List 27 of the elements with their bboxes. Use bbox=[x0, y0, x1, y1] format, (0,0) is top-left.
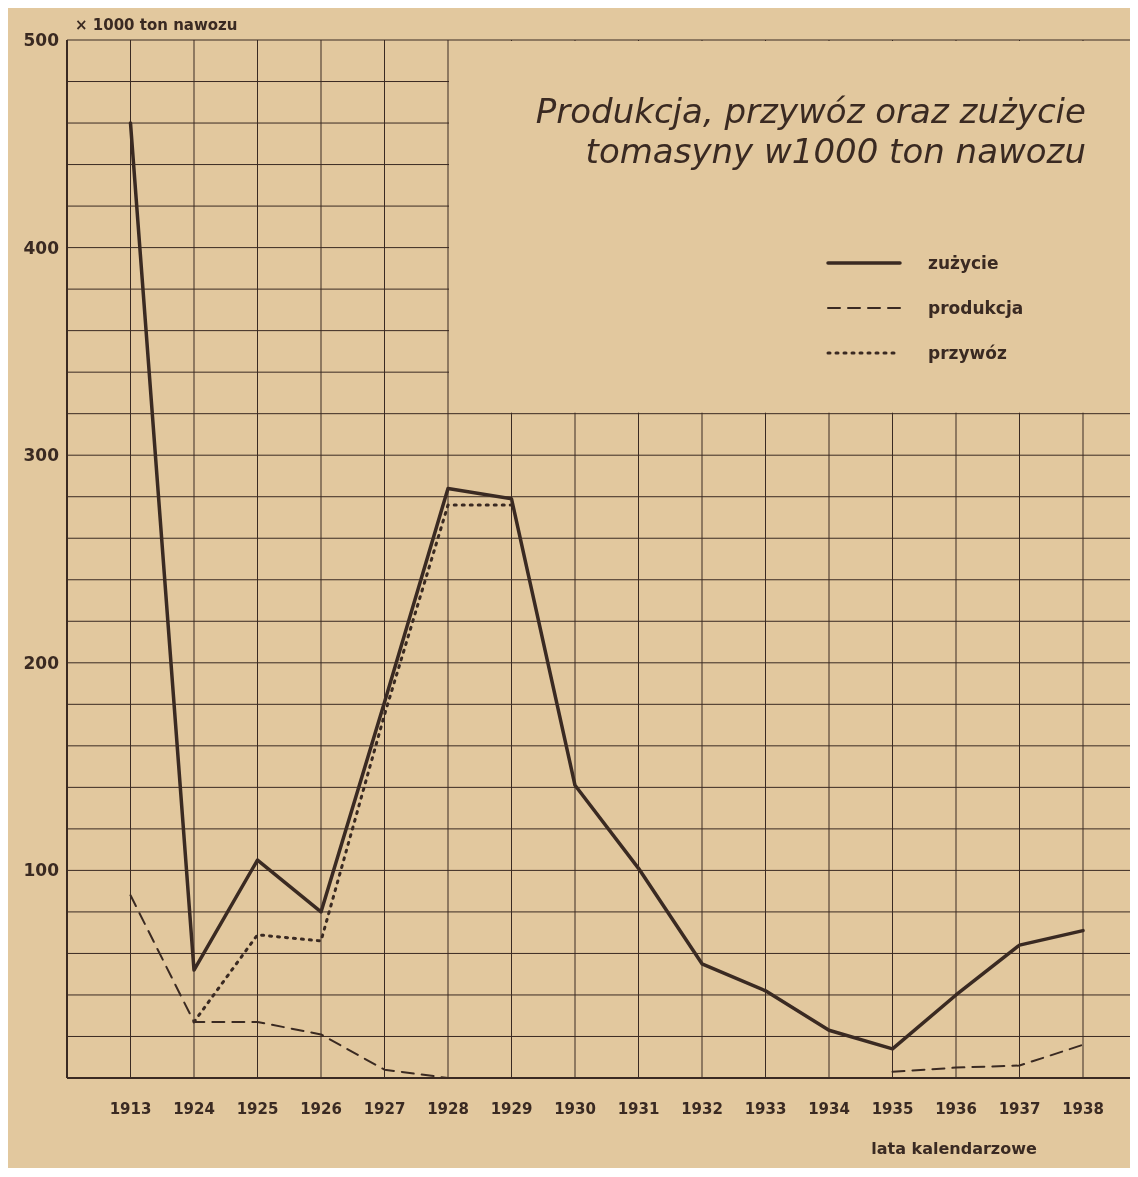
y-tick-label: 500 bbox=[23, 29, 60, 50]
x-tick-label: 1913 bbox=[109, 1100, 152, 1118]
legend-label: zużycie bbox=[928, 252, 999, 273]
x-tick-label: 1936 bbox=[935, 1100, 977, 1118]
x-tick-label: 1938 bbox=[1062, 1100, 1104, 1118]
x-tick-label: 1932 bbox=[681, 1100, 723, 1118]
x-tick-label: 1935 bbox=[871, 1100, 914, 1118]
x-tick-label: 1931 bbox=[617, 1100, 660, 1118]
x-tick-label: 1930 bbox=[554, 1100, 596, 1118]
x-tick-label: 1925 bbox=[236, 1100, 279, 1118]
text: Produkcja, przywóz oraz zużycie tomasyny w1000 ton nawozu bbox=[535, 91, 1086, 171]
x-tick-label: 1928 bbox=[427, 1100, 469, 1118]
x-tick-label: 1933 bbox=[744, 1100, 787, 1118]
x-tick-label: 1924 bbox=[173, 1100, 215, 1118]
y-axis-title: × 1000 ton nawozu bbox=[75, 16, 238, 34]
y-tick-label: 300 bbox=[23, 445, 60, 466]
y-tick-label: 100 bbox=[23, 860, 60, 881]
y-tick-label: 200 bbox=[23, 652, 60, 673]
legend-label: przywóz bbox=[928, 342, 1007, 363]
y-tick-label: 400 bbox=[23, 237, 60, 258]
x-tick-label: 1929 bbox=[490, 1100, 533, 1118]
x-axis-title: lata kalendarzowe bbox=[871, 1139, 1037, 1158]
x-tick-label: 1937 bbox=[998, 1100, 1041, 1118]
x-tick-label: 1926 bbox=[300, 1100, 342, 1118]
x-tick-label: 1927 bbox=[363, 1100, 406, 1118]
x-tick-label: 1934 bbox=[808, 1100, 850, 1118]
legend-label: produkcja bbox=[928, 297, 1024, 318]
